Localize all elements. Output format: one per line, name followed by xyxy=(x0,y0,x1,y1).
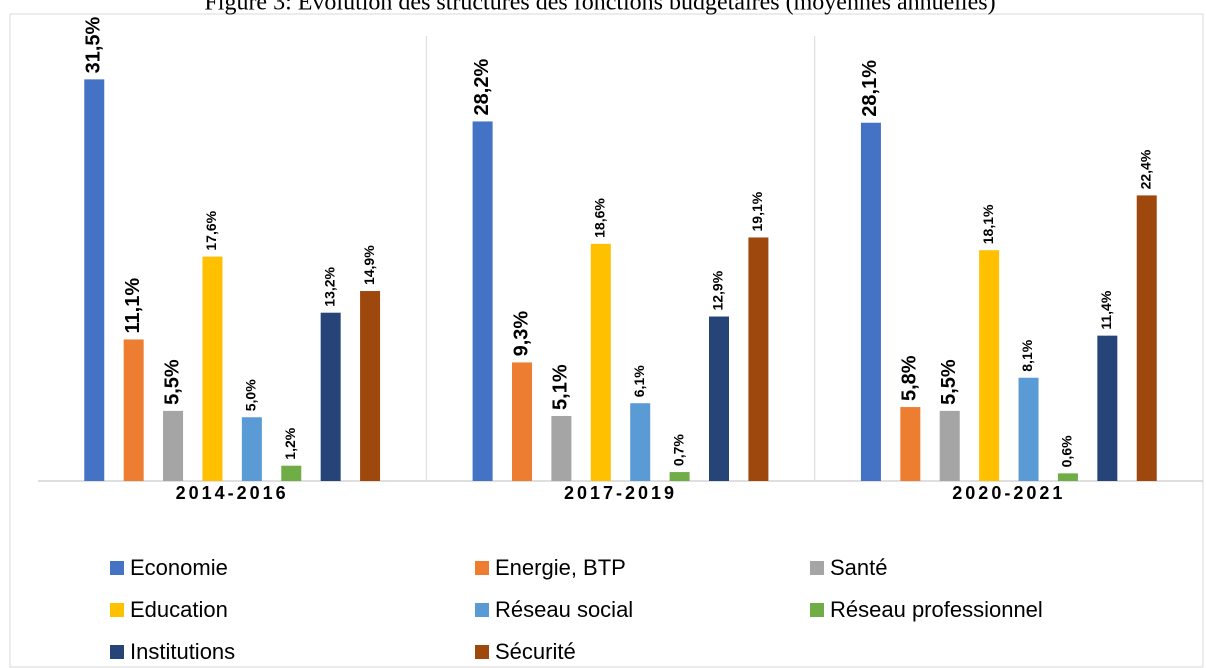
bar xyxy=(590,243,611,481)
legend-swatch xyxy=(475,561,489,575)
bar xyxy=(551,415,572,481)
data-label: 5,1% xyxy=(550,364,572,410)
data-label: 22,4% xyxy=(1137,149,1153,189)
data-label: 11,4% xyxy=(1098,290,1114,329)
bar xyxy=(360,291,381,481)
data-label: 5,8% xyxy=(899,355,921,401)
bar xyxy=(1097,335,1118,481)
x-tick-label: 2020-2021 xyxy=(952,483,1065,503)
data-label: 12,9% xyxy=(710,270,726,310)
data-label: 28,2% xyxy=(471,59,493,116)
data-label: 5,5% xyxy=(938,359,960,405)
bar xyxy=(1018,377,1039,481)
legend-swatch xyxy=(110,603,124,617)
data-label: 11,1% xyxy=(122,278,144,334)
legend-label: Energie, BTP xyxy=(495,555,626,580)
data-label: 1,2% xyxy=(282,427,298,459)
bar xyxy=(1057,473,1078,481)
data-label: 5,5% xyxy=(161,359,183,405)
data-label: 9,3% xyxy=(510,311,532,357)
data-label: 17,6% xyxy=(203,210,219,250)
legend-swatch xyxy=(110,645,124,659)
legend-label: Sécurité xyxy=(495,639,576,664)
data-label: 0,6% xyxy=(1059,435,1075,467)
bar xyxy=(512,362,532,481)
data-label: 31,5% xyxy=(83,16,105,73)
chart-frame xyxy=(9,13,1204,668)
legend-label: Institutions xyxy=(130,639,235,664)
data-label: 18,6% xyxy=(592,198,608,238)
bar xyxy=(630,403,651,481)
bar xyxy=(281,465,302,481)
x-tick-label: 2017-2019 xyxy=(564,483,677,503)
bar xyxy=(202,256,223,481)
data-label: 5,0% xyxy=(243,379,259,411)
legend-label: Education xyxy=(130,597,228,622)
bar xyxy=(748,237,769,481)
data-label: 18,1% xyxy=(980,204,996,244)
bar xyxy=(979,250,1000,481)
bar xyxy=(900,407,921,481)
legend-swatch xyxy=(475,603,489,617)
legend-swatch xyxy=(810,561,824,575)
legend-swatch xyxy=(110,561,124,575)
legend-label: Economie xyxy=(130,555,228,580)
legend-label: Réseau social xyxy=(495,597,633,622)
data-label: 6,1% xyxy=(631,365,647,397)
bar xyxy=(669,472,690,481)
data-label: 13,2% xyxy=(321,266,337,306)
bar xyxy=(860,122,881,481)
legend-swatch xyxy=(475,645,489,659)
bar xyxy=(241,417,262,481)
bar xyxy=(123,339,144,481)
data-label: 28,1% xyxy=(859,60,881,117)
bar xyxy=(939,410,960,481)
data-label: 8,1% xyxy=(1019,339,1035,371)
data-label: 14,9% xyxy=(361,245,377,285)
bar xyxy=(472,121,493,481)
data-label: 0,7% xyxy=(670,434,686,466)
legend-label: Réseau professionnel xyxy=(830,597,1043,622)
x-tick-label: 2014-2016 xyxy=(176,483,289,503)
legend-label: Santé xyxy=(830,555,888,580)
bar xyxy=(320,312,341,481)
bar xyxy=(709,316,729,481)
data-label: 19,1% xyxy=(749,191,765,231)
chart-title: Figure 3: Evolution des structures des f… xyxy=(204,0,995,16)
bar xyxy=(163,410,184,481)
bar xyxy=(84,79,105,481)
legend-swatch xyxy=(810,603,824,617)
bar xyxy=(1136,195,1157,481)
